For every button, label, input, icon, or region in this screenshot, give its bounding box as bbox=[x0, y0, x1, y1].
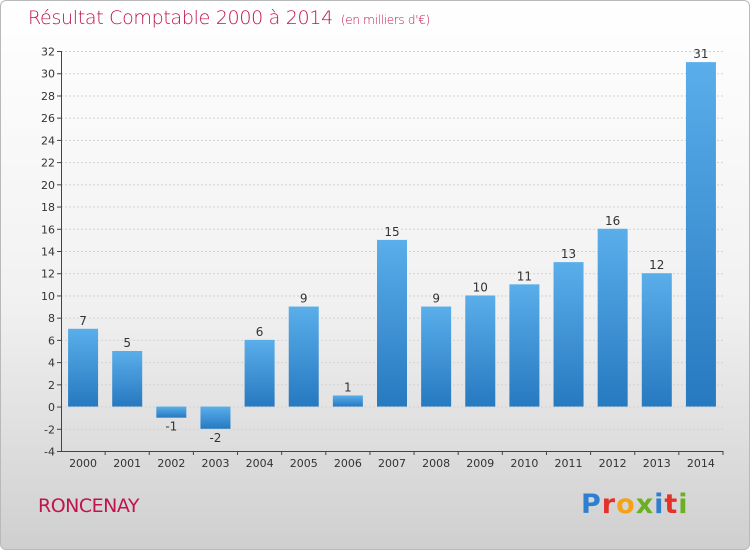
bar-2004 bbox=[244, 339, 275, 407]
data-label: 5 bbox=[123, 336, 131, 350]
data-label: 13 bbox=[561, 247, 576, 261]
y-tick-label: 8 bbox=[48, 312, 55, 325]
bar-2014 bbox=[685, 62, 716, 407]
bar-2000 bbox=[68, 328, 99, 407]
y-tick-label: 4 bbox=[48, 357, 55, 370]
y-tick-label: 20 bbox=[41, 179, 55, 192]
y-tick-label: 30 bbox=[41, 68, 55, 81]
chart-subtitle: (en milliers d'€) bbox=[340, 13, 430, 27]
data-label: -2 bbox=[209, 431, 221, 445]
bar-2002 bbox=[156, 406, 187, 418]
chart-title: Résultat Comptable 2000 à 2014 (en millie… bbox=[28, 7, 430, 29]
logo-letter: o bbox=[616, 489, 636, 520]
x-tick-label: 2003 bbox=[201, 457, 229, 470]
bar-2009 bbox=[465, 295, 496, 407]
x-tick-label: 2000 bbox=[69, 457, 97, 470]
x-tick-label: 2010 bbox=[510, 457, 538, 470]
data-label: 12 bbox=[649, 258, 664, 272]
bar-2003 bbox=[200, 406, 231, 429]
x-tick-label: 2001 bbox=[113, 457, 141, 470]
bar-2011 bbox=[553, 262, 584, 407]
logo-letter: i bbox=[678, 489, 689, 520]
data-label: -1 bbox=[165, 420, 177, 434]
x-tick-label: 2012 bbox=[599, 457, 627, 470]
x-tick-label: 2014 bbox=[687, 457, 715, 470]
y-tick-label: 16 bbox=[41, 223, 55, 236]
y-tick-label: 24 bbox=[41, 134, 55, 147]
y-tick-label: 14 bbox=[41, 246, 55, 259]
chart-title-text: Résultat Comptable 2000 à 2014 bbox=[28, 7, 333, 29]
logo-letter: t bbox=[664, 489, 679, 520]
data-label: 7 bbox=[79, 314, 87, 328]
data-label: 16 bbox=[605, 214, 620, 228]
x-tick-label: 2002 bbox=[157, 457, 185, 470]
data-label: 11 bbox=[517, 269, 532, 283]
bar-2013 bbox=[641, 273, 672, 407]
logo-letter: r bbox=[601, 489, 617, 520]
y-tick-label: 12 bbox=[41, 268, 55, 281]
y-tick-label: -2 bbox=[44, 423, 55, 436]
bar-2005 bbox=[288, 306, 319, 407]
x-tick-label: 2006 bbox=[334, 457, 362, 470]
y-tick-label: 2 bbox=[48, 379, 55, 392]
y-tick-label: 10 bbox=[41, 290, 55, 303]
x-tick-label: 2013 bbox=[643, 457, 671, 470]
bar-2012 bbox=[597, 228, 628, 407]
x-tick-label: 2007 bbox=[378, 457, 406, 470]
data-label: 10 bbox=[473, 280, 488, 294]
commune-name: RONCENAY bbox=[38, 495, 139, 517]
x-tick-label: 2011 bbox=[555, 457, 583, 470]
y-tick-label: 6 bbox=[48, 334, 55, 347]
logo-letter: i bbox=[654, 489, 665, 520]
bar-2008 bbox=[421, 306, 452, 407]
data-label: 31 bbox=[693, 47, 708, 61]
x-tick-label: 2004 bbox=[246, 457, 274, 470]
proxiti-logo: Proxiti bbox=[581, 489, 689, 520]
bars bbox=[68, 62, 716, 429]
y-tick-label: 22 bbox=[41, 157, 55, 170]
bar-2010 bbox=[509, 284, 540, 407]
data-label: 9 bbox=[432, 292, 440, 306]
data-label: 9 bbox=[300, 292, 308, 306]
y-tick-label: 26 bbox=[41, 112, 55, 125]
logo-letter: x bbox=[635, 489, 655, 520]
x-tick-label: 2008 bbox=[422, 457, 450, 470]
x-tick-label: 2009 bbox=[466, 457, 494, 470]
y-tick-label: 18 bbox=[41, 201, 55, 214]
logo-letter: P bbox=[581, 489, 602, 520]
data-label: 1 bbox=[344, 380, 352, 394]
x-tick-label: 2005 bbox=[290, 457, 318, 470]
data-label: 6 bbox=[256, 325, 264, 339]
data-labels: 7 5 -1 -2 6 9 1 15 9 10 11 13 16 12 31 bbox=[79, 47, 708, 445]
y-tick-label: 0 bbox=[48, 401, 55, 414]
data-label: 15 bbox=[384, 225, 399, 239]
bar-2006 bbox=[332, 395, 363, 407]
y-tick-label: 28 bbox=[41, 90, 55, 103]
bar-2007 bbox=[377, 239, 407, 407]
y-tick-label: -4 bbox=[44, 446, 55, 459]
y-tick-label: 32 bbox=[41, 46, 55, 59]
bar-2001 bbox=[112, 351, 143, 407]
